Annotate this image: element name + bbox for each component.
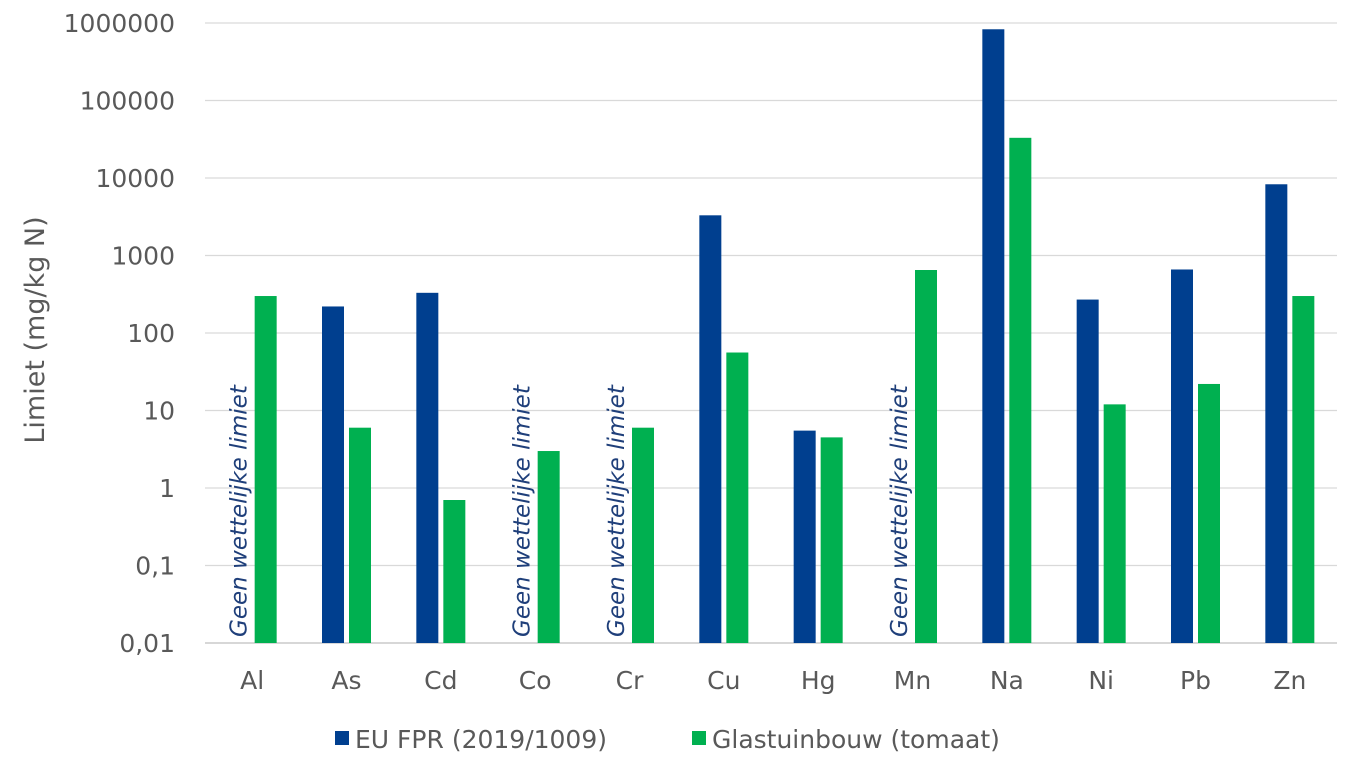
x-tick-label: Pb — [1180, 666, 1211, 695]
legend-swatch — [692, 731, 706, 745]
bar-eu-fpr-cu — [699, 215, 722, 643]
x-tick-label: Cd — [424, 666, 457, 695]
bar-eu-fpr-zn — [1265, 184, 1288, 643]
y-tick-label: 1000000 — [64, 9, 175, 38]
y-axis-title: Limiet (mg/kg N) — [20, 216, 51, 443]
bar-glastuinbouw-zn — [1292, 296, 1315, 643]
y-tick-label: 100 — [127, 319, 175, 348]
x-axis-ticks: Al As Cd Co Cr Cu Hg Mn Na Ni Pb Zn — [240, 666, 1306, 695]
bar-eu-fpr-ni — [1076, 299, 1099, 643]
x-tick-label: Al — [240, 666, 264, 695]
x-tick-label: Cr — [616, 666, 644, 695]
y-tick-label: 0,01 — [119, 629, 175, 658]
bar-eu-fpr-cd — [416, 292, 439, 643]
y-tick-label: 10000 — [95, 164, 175, 193]
annotation-no-limit: Geen wettelijke limiet — [604, 384, 630, 637]
bar-glastuinbouw-cr — [632, 427, 654, 643]
bar-glastuinbouw-pb — [1198, 383, 1220, 643]
y-axis-ticks: 0,01 0,1 1 10 100 1000 10000 100000 1000000 — [64, 9, 175, 658]
bar-glastuinbouw-as — [349, 427, 371, 643]
x-tick-label: Hg — [801, 666, 836, 695]
bar-glastuinbouw-mn — [915, 269, 937, 643]
annotation-no-limit: Geen wettelijke limiet — [887, 384, 913, 637]
annotation-no-limit: Geen wettelijke limiet — [227, 384, 253, 637]
y-tick-label: 100000 — [80, 87, 175, 116]
x-tick-label: As — [331, 666, 361, 695]
x-tick-label: Ni — [1088, 666, 1114, 695]
x-tick-label: Co — [519, 666, 552, 695]
bar-eu-fpr-hg — [793, 430, 816, 643]
legend-label: Glastuinbouw (tomaat) — [712, 725, 1000, 754]
bar-glastuinbouw-hg — [820, 437, 843, 643]
x-tick-label: Mn — [894, 666, 931, 695]
legend-swatch — [335, 731, 349, 745]
legend: EU FPR (2019/1009) Glastuinbouw (tomaat) — [335, 725, 1000, 754]
bar-glastuinbouw-cu — [726, 352, 749, 643]
bar-glastuinbouw-na — [1009, 137, 1032, 643]
bar-glastuinbouw-al — [254, 296, 277, 643]
legend-label: EU FPR (2019/1009) — [355, 725, 607, 754]
annotation-no-limit: Geen wettelijke limiet — [510, 384, 536, 637]
bar-glastuinbouw-ni — [1103, 404, 1126, 643]
x-tick-label: Zn — [1273, 666, 1306, 695]
y-tick-label: 1 — [159, 474, 175, 503]
y-tick-label: 0,1 — [135, 552, 175, 581]
bar-eu-fpr-pb — [1171, 269, 1193, 643]
bar-eu-fpr-na — [982, 29, 1005, 644]
bars — [254, 29, 1315, 644]
y-tick-label: 1000 — [111, 242, 175, 271]
bar-eu-fpr-as — [322, 306, 344, 643]
x-tick-label: Na — [990, 666, 1024, 695]
bar-glastuinbouw-cd — [443, 500, 466, 643]
gridlines — [205, 22, 1337, 644]
annotations: Geen wettelijke limiet Geen wettelijke li… — [227, 384, 913, 637]
x-tick-label: Cu — [707, 666, 740, 695]
y-tick-label: 10 — [143, 397, 175, 426]
bar-glastuinbouw-co — [537, 451, 560, 643]
